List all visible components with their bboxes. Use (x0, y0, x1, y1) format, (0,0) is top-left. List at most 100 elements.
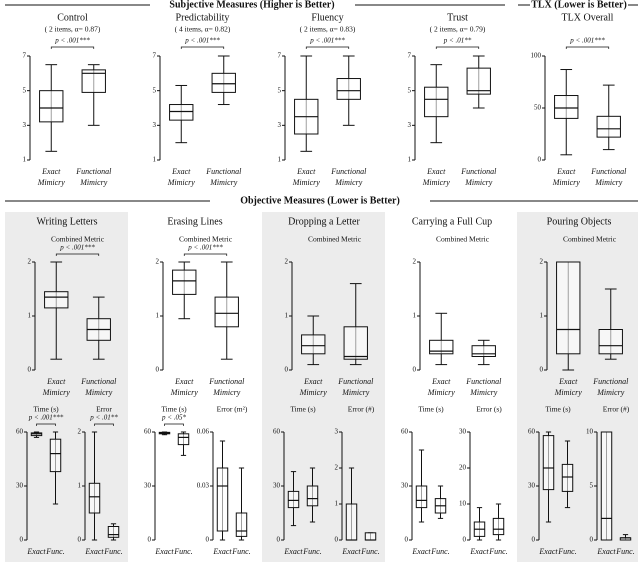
chart-title: Combined Metric (179, 235, 233, 244)
y-tick-label: 1 (153, 156, 157, 164)
y-tick-label: 0 (335, 536, 339, 544)
x-tick-label: Func. (430, 547, 449, 556)
x-tick-label: Exact Mimicry (170, 377, 199, 397)
bracket (164, 423, 184, 426)
bracket (435, 46, 480, 49)
box (343, 326, 368, 360)
box (301, 334, 326, 355)
y-tick-label: 60 (16, 428, 24, 436)
x-tick-label: Functional Mimicry (330, 167, 367, 187)
x-tick-label: Functional Mimicry (75, 167, 112, 187)
chart-title: Time (s) (418, 405, 444, 414)
y-tick-label: 10 (459, 500, 467, 508)
annotation: p < .01** (89, 414, 118, 422)
chart-title: Error (s) (476, 405, 502, 414)
x-tick-label: Func. (615, 547, 634, 556)
x-tick-label: Exact Mimicry (427, 377, 456, 397)
y-tick-label: 60 (144, 428, 152, 436)
chart-title: Time (s) (161, 405, 187, 414)
y-tick-label: 60 (273, 428, 281, 436)
chart-title: Control (57, 12, 88, 23)
y-tick-label: 20 (459, 464, 467, 472)
x-tick-label: Exact (341, 547, 361, 556)
annotation: p < .001*** (184, 37, 220, 45)
chart-title: Combined Metric (563, 235, 617, 244)
x-tick-label: Exact Mimicry (422, 167, 451, 187)
y-tick-label: 30 (144, 482, 152, 490)
bracket (183, 253, 228, 256)
x-tick-label: Functional Mimicry (80, 377, 117, 397)
y-tick-label: 0 (285, 366, 289, 374)
box (235, 512, 248, 537)
x-tick-label: Exact Mimicry (554, 377, 583, 397)
chart-subtitle: ( 2 items, α= 0.87) (45, 25, 101, 34)
box (44, 291, 69, 309)
y-tick-label: 1 (78, 482, 82, 490)
box (561, 463, 574, 492)
annotation: p < .01** (443, 37, 472, 45)
chart-title: Time (s) (290, 405, 316, 414)
y-tick-label: 0 (532, 536, 536, 544)
box (556, 261, 581, 355)
x-tick-label: Exact (469, 547, 489, 556)
chart-title: TLX Overall (562, 12, 614, 23)
chart-title: Combined Metric (51, 235, 105, 244)
chart-title: Combined Metric (308, 235, 362, 244)
x-tick-label: Exact Mimicry (299, 377, 328, 397)
section-title: Subjective Measures (Higher is Better) (169, 0, 334, 10)
y-tick-label: 5 (408, 86, 412, 94)
y-tick-label: 3 (153, 121, 157, 129)
x-tick-label: Exact Mimicry (167, 167, 196, 187)
box (466, 67, 491, 95)
y-tick-label: 3 (23, 121, 27, 129)
y-tick-label: 2 (285, 258, 289, 266)
x-tick-label: Exact Mimicry (552, 167, 581, 187)
box (81, 69, 106, 93)
y-tick-label: 1 (413, 312, 417, 320)
y-tick-label: 2 (335, 464, 339, 472)
y-tick-label: 1 (285, 312, 289, 320)
y-tick-label: 1 (540, 312, 544, 320)
bracket (55, 253, 100, 256)
y-tick-label: 7 (278, 52, 282, 60)
y-tick-label: 5 (590, 482, 594, 490)
bracket (94, 423, 114, 426)
y-tick-label: 30 (16, 482, 24, 490)
box (306, 485, 319, 507)
box (429, 339, 454, 355)
y-tick-label: 1 (23, 156, 27, 164)
y-tick-label: 1 (408, 156, 412, 164)
panel-bg (5, 212, 128, 562)
y-tick-label: 0 (20, 536, 24, 544)
x-tick-label: Func. (488, 547, 507, 556)
x-tick-label: Exact (596, 547, 616, 556)
chart-subtitle: ( 4 items, α= 0.82) (175, 25, 231, 34)
x-tick-label: Func. (360, 547, 379, 556)
task-title: Dropping a Letter (288, 216, 360, 227)
y-tick-label: 0 (78, 536, 82, 544)
box (542, 435, 555, 491)
annotation: p < .001*** (59, 244, 95, 252)
x-tick-label: Exact (154, 547, 174, 556)
chart-title: Fluency (311, 12, 343, 23)
y-tick-label: 0 (28, 366, 32, 374)
x-tick-label: Exact Mimicry (37, 167, 66, 187)
box (214, 296, 239, 328)
bracket (305, 46, 350, 49)
chart-subtitle: ( 2 items, α= 0.79) (430, 25, 486, 34)
y-tick-label: 0 (277, 536, 281, 544)
y-tick-label: 0 (540, 366, 544, 374)
chart-title: Error (#) (603, 405, 630, 414)
box (172, 269, 197, 295)
box (598, 329, 623, 355)
x-tick-label: Exact Mimicry (292, 167, 321, 187)
x-tick-label: Exact (84, 547, 104, 556)
y-tick-label: 5 (278, 86, 282, 94)
y-tick-label: 60 (528, 428, 536, 436)
y-tick-label: 30 (273, 482, 281, 490)
y-tick-label: 0 (463, 536, 467, 544)
y-tick-label: 30 (459, 428, 467, 436)
y-tick-label: 2 (28, 258, 32, 266)
